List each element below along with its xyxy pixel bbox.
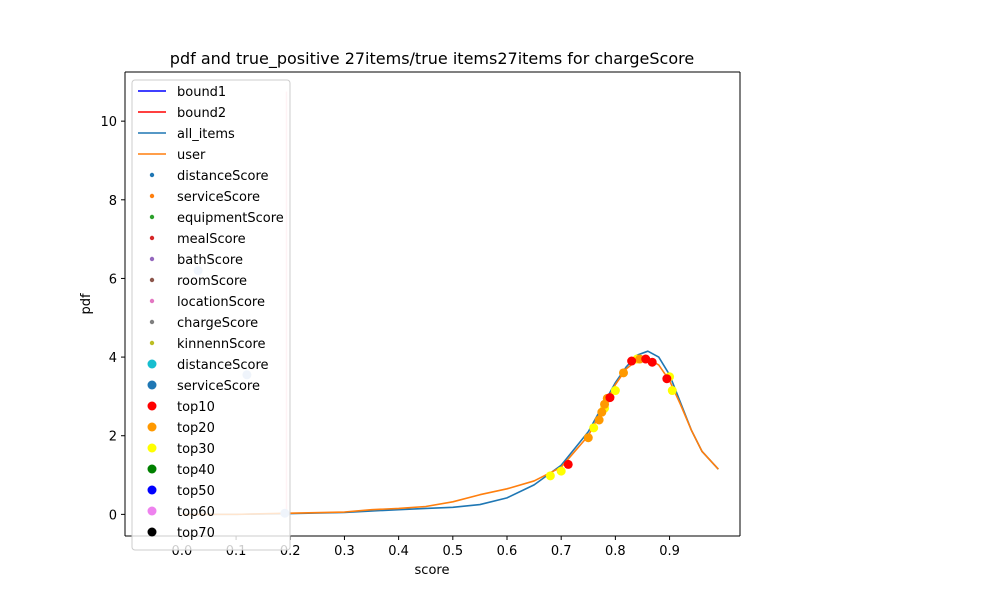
legend-label: serviceScore	[177, 379, 260, 394]
y-axis-title: pdf	[79, 293, 94, 315]
legend-dot-marker	[149, 172, 155, 178]
x-tick-label: 0.7	[551, 544, 572, 559]
legend-dot-marker	[149, 214, 155, 220]
y-tick-label: 10	[100, 115, 117, 130]
scatter-point-top20	[597, 407, 607, 417]
legend-label: bound2	[177, 106, 226, 121]
legend-dot-marker	[149, 340, 155, 346]
legend-label: distanceScore	[177, 358, 269, 373]
legend-label: kinnennScore	[177, 337, 266, 352]
legend-label: chargeScore	[177, 316, 258, 331]
scatter-point-top10	[647, 357, 657, 367]
legend-label: user	[177, 148, 206, 163]
legend-dot-marker	[147, 464, 157, 474]
x-tick-label: 0.8	[605, 544, 626, 559]
legend-label: top60	[177, 505, 215, 520]
legend-dot-marker	[147, 422, 157, 432]
legend-dot-marker	[147, 506, 157, 516]
x-axis-title: score	[415, 563, 450, 578]
legend-label: bathScore	[177, 253, 243, 268]
legend-box	[131, 79, 291, 551]
legend-dot-marker	[149, 319, 155, 325]
scatter-point-top20	[583, 433, 593, 443]
legend-dot-marker	[147, 401, 157, 411]
legend-dot-marker	[147, 443, 157, 453]
scatter-point-top30	[589, 423, 599, 433]
legend-dot-marker	[149, 193, 155, 199]
legend-label: mealScore	[177, 232, 246, 247]
legend-label: top10	[177, 400, 215, 415]
scatter-point-top30	[545, 471, 555, 481]
y-tick-label: 4	[109, 351, 117, 366]
legend-label: top30	[177, 442, 215, 457]
scatter-point-top10	[627, 356, 637, 366]
legend-label: bound1	[177, 85, 226, 100]
scatter-point-top20	[594, 415, 604, 425]
y-tick-label: 0	[109, 508, 117, 523]
scatter-point-top10	[563, 459, 573, 469]
scatter-point-top10	[605, 393, 615, 403]
legend-label: locationScore	[177, 295, 265, 310]
legend-label: roomScore	[177, 274, 247, 289]
legend-label: distanceScore	[177, 169, 269, 184]
legend-label: all_items	[177, 127, 235, 142]
legend-label: top70	[177, 526, 215, 541]
scatter-point-top20	[619, 368, 629, 378]
legend-dot-marker	[149, 298, 155, 304]
legend-label: top20	[177, 421, 215, 436]
legend-dot-marker	[147, 485, 157, 495]
x-tick-label: 0.3	[334, 544, 355, 559]
legend-dot-marker	[147, 380, 157, 390]
x-tick-label: 0.6	[497, 544, 518, 559]
legend-dot-marker	[147, 527, 157, 537]
legend-dot-marker	[149, 235, 155, 241]
x-tick-label: 0.9	[659, 544, 680, 559]
scatter-point-top30	[610, 386, 620, 396]
legend-dot-marker	[147, 359, 157, 369]
scatter-point-top10	[662, 374, 672, 384]
x-tick-label: 0.4	[388, 544, 409, 559]
legend-dot-marker	[149, 277, 155, 283]
chart-title: pdf and true_positive 27items/true items…	[170, 49, 694, 69]
legend-label: equipmentScore	[177, 211, 284, 226]
scatter-point-top30	[667, 386, 677, 396]
y-tick-label: 6	[109, 272, 117, 287]
y-tick-label: 2	[109, 430, 117, 445]
legend-label: top50	[177, 484, 215, 499]
y-tick-label: 8	[109, 194, 117, 209]
legend-label: serviceScore	[177, 190, 260, 205]
legend-dot-marker	[149, 256, 155, 262]
scatter-point-top30	[556, 466, 566, 476]
x-tick-label: 0.5	[442, 544, 463, 559]
legend-label: top40	[177, 463, 215, 478]
